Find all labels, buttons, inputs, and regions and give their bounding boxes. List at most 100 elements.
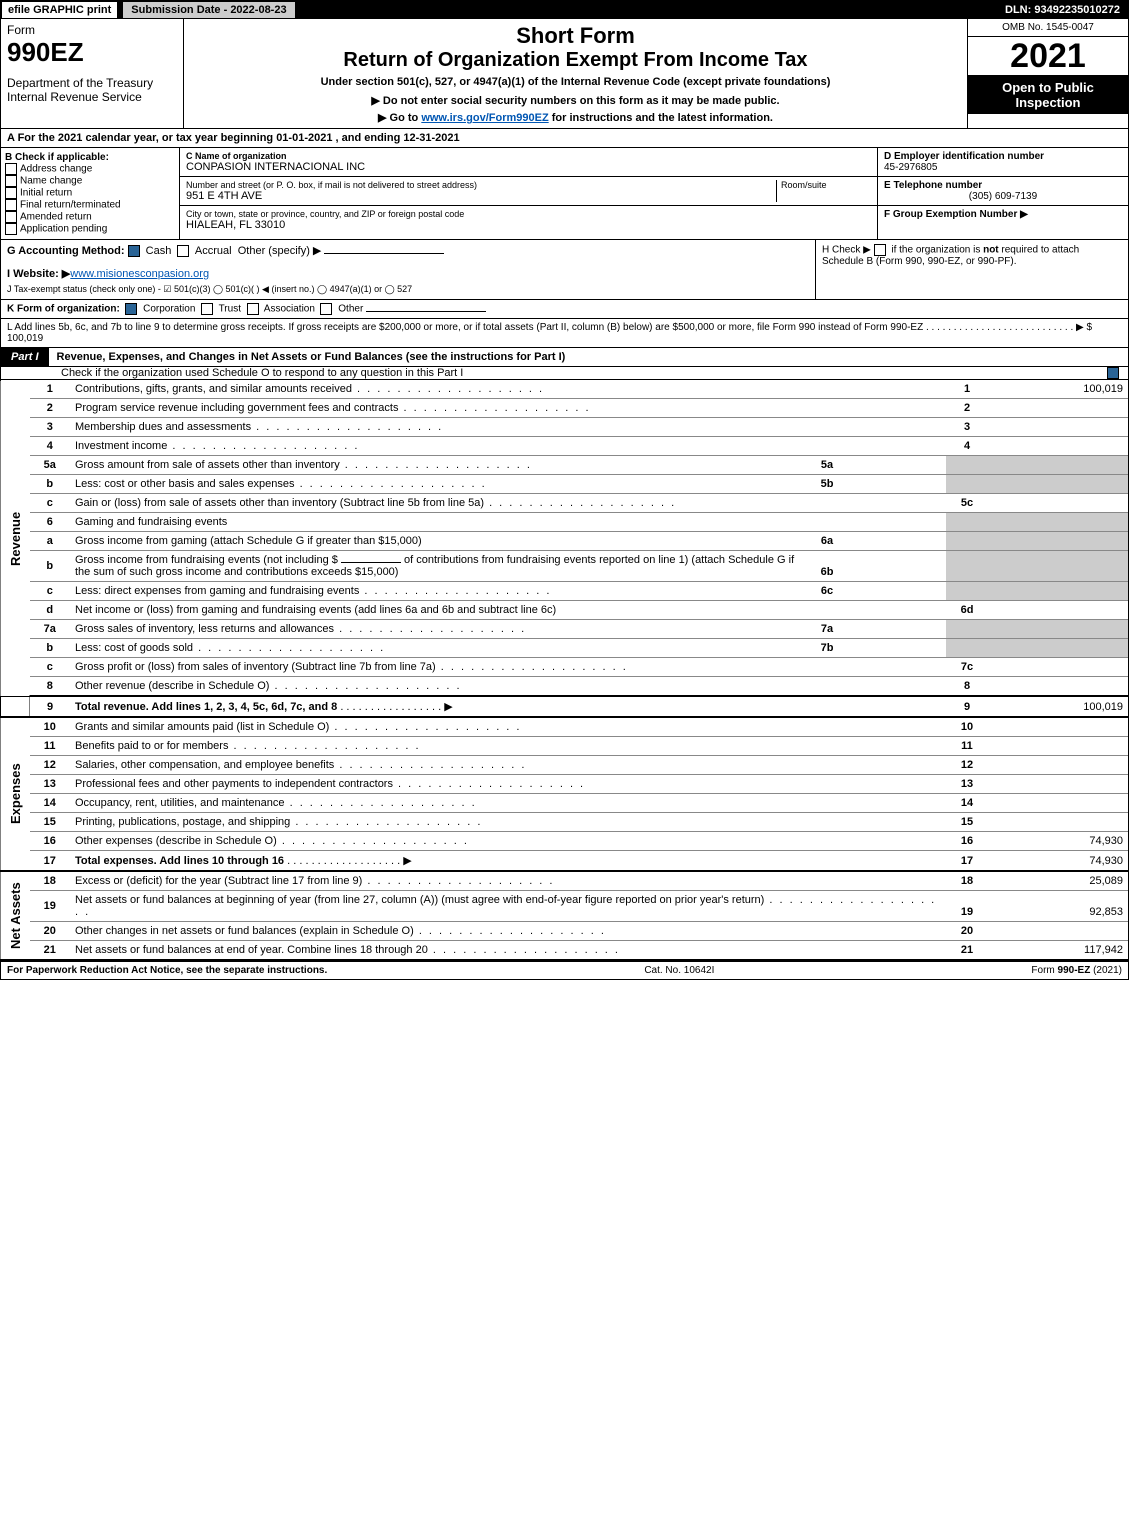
r4-rn: 4 — [946, 437, 988, 456]
line-l-value: 100,019 — [7, 333, 43, 344]
r7b-no: b — [30, 639, 71, 658]
r7c-desc: Gross profit or (loss) from sales of inv… — [70, 658, 946, 677]
r6b-blank[interactable] — [341, 562, 401, 563]
city-row: City or town, state or province, country… — [180, 206, 877, 234]
trust-checkbox[interactable] — [201, 303, 213, 315]
r7b-mn: 7b — [808, 639, 846, 658]
short-form-title: Short Form — [192, 23, 959, 49]
other-method-input[interactable] — [324, 253, 444, 254]
r7c-rn: 7c — [946, 658, 988, 677]
dln-number: DLN: 93492235010272 — [997, 2, 1128, 18]
irs-link[interactable]: www.irs.gov/Form990EZ — [421, 112, 548, 124]
row-11: 11 Benefits paid to or for members 11 — [1, 737, 1128, 756]
box-f: F Group Exemption Number ▶ — [878, 206, 1128, 223]
r6-rv-shaded — [988, 513, 1128, 532]
opt-amended-return[interactable]: Amended return — [5, 211, 175, 223]
trust-label: Trust — [219, 304, 241, 315]
r5b-no: b — [30, 475, 71, 494]
r3-rn: 3 — [946, 418, 988, 437]
r3-desc: Membership dues and assessments — [70, 418, 946, 437]
r12-no: 12 — [30, 756, 71, 775]
part-1-tag: Part I — [1, 348, 49, 366]
row-9: 9 Total revenue. Add lines 1, 2, 3, 4, 5… — [1, 696, 1128, 717]
part-1-sub-text: Check if the organization used Schedule … — [1, 367, 463, 379]
link-prefix: ▶ Go to — [378, 112, 421, 124]
r8-rn: 8 — [946, 677, 988, 697]
r7a-rn-shaded — [946, 620, 988, 639]
r10-no: 10 — [30, 717, 71, 737]
r8-val — [988, 677, 1128, 697]
r17-rn: 17 — [946, 851, 988, 872]
box-b-label: B Check if applicable: — [5, 152, 175, 163]
r6b-rv-shaded — [988, 551, 1128, 582]
r1-val: 100,019 — [988, 380, 1128, 399]
line-a-tax-year: A For the 2021 calendar year, or tax yea… — [1, 129, 1128, 148]
r5c-val — [988, 494, 1128, 513]
opt-final-return[interactable]: Final return/terminated — [5, 199, 175, 211]
r6a-no: a — [30, 532, 71, 551]
revenue-side-label: Revenue — [1, 380, 30, 696]
h-not: not — [983, 245, 999, 256]
gh-row: G Accounting Method: Cash Accrual Other … — [1, 240, 1128, 300]
part-1-check[interactable] — [1107, 367, 1128, 379]
form-label: Form — [7, 23, 177, 37]
opt-application-pending[interactable]: Application pending — [5, 223, 175, 235]
r2-desc: Program service revenue including govern… — [70, 399, 946, 418]
row-15: 15 Printing, publications, postage, and … — [1, 813, 1128, 832]
r6d-val — [988, 601, 1128, 620]
other-org-input[interactable] — [366, 311, 486, 312]
r15-desc: Printing, publications, postage, and shi… — [70, 813, 946, 832]
r9-side-blank — [1, 696, 30, 717]
r9-desc-cell: Total revenue. Add lines 1, 2, 3, 4, 5c,… — [70, 696, 946, 717]
row-1: Revenue 1 Contributions, gifts, grants, … — [1, 380, 1128, 399]
r5a-rn-shaded — [946, 456, 988, 475]
r5a-no: 5a — [30, 456, 71, 475]
phone-value: (305) 609-7139 — [884, 191, 1122, 202]
r7b-desc: Less: cost of goods sold — [70, 639, 808, 658]
header-middle: Short Form Return of Organization Exempt… — [184, 19, 967, 128]
accounting-method-label: G Accounting Method: — [7, 245, 125, 257]
r21-val: 117,942 — [988, 941, 1128, 961]
r14-rn: 14 — [946, 794, 988, 813]
opt-initial-return[interactable]: Initial return — [5, 187, 175, 199]
header-left: Form 990EZ Department of the Treasury In… — [1, 19, 184, 128]
r2-no: 2 — [30, 399, 71, 418]
r11-no: 11 — [30, 737, 71, 756]
box-b: B Check if applicable: Address change Na… — [1, 148, 180, 239]
other-org-checkbox[interactable] — [320, 303, 332, 315]
r6b-mn: 6b — [808, 551, 846, 582]
r6b-no: b — [30, 551, 71, 582]
r12-desc: Salaries, other compensation, and employ… — [70, 756, 946, 775]
corp-checkbox[interactable] — [125, 303, 137, 315]
row-20: 20 Other changes in net assets or fund b… — [1, 922, 1128, 941]
r6a-mn: 6a — [808, 532, 846, 551]
main-title: Return of Organization Exempt From Incom… — [192, 49, 959, 72]
r20-no: 20 — [30, 922, 71, 941]
h-checkbox[interactable] — [874, 244, 886, 256]
opt-name-change[interactable]: Name change — [5, 175, 175, 187]
row-10: Expenses 10 Grants and similar amounts p… — [1, 717, 1128, 737]
assoc-checkbox[interactable] — [247, 303, 259, 315]
accrual-checkbox[interactable] — [177, 245, 189, 257]
tax-year: 2021 — [968, 37, 1128, 76]
efile-print-button[interactable]: efile GRAPHIC print — [1, 1, 118, 19]
r7a-mn: 7a — [808, 620, 846, 639]
line-j: J Tax-exempt status (check only one) - ☑… — [7, 284, 809, 295]
website-link[interactable]: www.misionesconpasion.org — [70, 268, 209, 280]
cash-checkbox[interactable] — [128, 245, 140, 257]
form-header: Form 990EZ Department of the Treasury In… — [1, 19, 1128, 129]
part-1-header: Part I Revenue, Expenses, and Changes in… — [1, 348, 1128, 367]
opt-address-change[interactable]: Address change — [5, 163, 175, 175]
r6b-rn-shaded — [946, 551, 988, 582]
r10-desc: Grants and similar amounts paid (list in… — [70, 717, 946, 737]
r17-desc-cell: Total expenses. Add lines 10 through 16 … — [70, 851, 946, 872]
netassets-side-label: Net Assets — [1, 871, 30, 960]
h-text2: if the organization is — [889, 245, 984, 256]
r6-no: 6 — [30, 513, 71, 532]
r2-rn: 2 — [946, 399, 988, 418]
r17-no: 17 — [30, 851, 71, 872]
r8-desc: Other revenue (describe in Schedule O) — [70, 677, 946, 697]
r14-val — [988, 794, 1128, 813]
row-2: 2 Program service revenue including gove… — [1, 399, 1128, 418]
r18-val: 25,089 — [988, 871, 1128, 891]
